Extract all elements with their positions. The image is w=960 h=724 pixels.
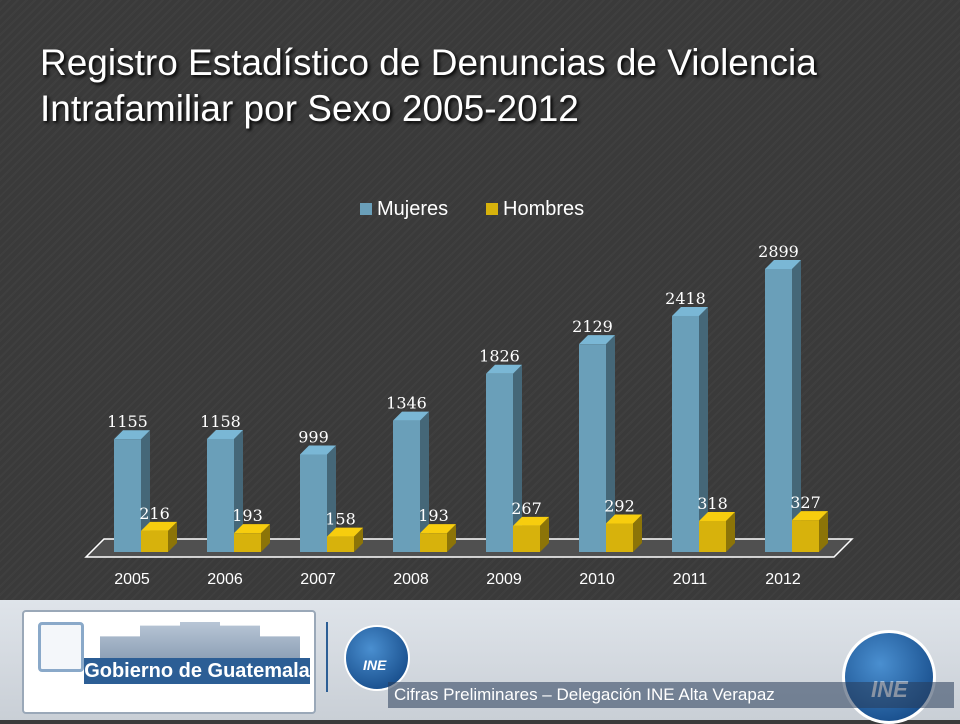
label-hombres-2012: 327 xyxy=(790,493,821,512)
bar-hombres-2009-side xyxy=(540,516,549,552)
bar-mujeres-2008-top xyxy=(393,411,429,421)
ine-small-label: INE xyxy=(363,657,387,673)
bar-hombres-2009 xyxy=(513,525,540,552)
bar-mujeres-2010-top xyxy=(579,335,615,345)
bar-mujeres-2011 xyxy=(672,315,699,552)
bar-mujeres-2012-side xyxy=(792,260,801,552)
bar-hombres-2010-side xyxy=(633,514,642,552)
label-mujeres-2006: 1158 xyxy=(200,412,241,431)
bar-hombres-2012 xyxy=(792,520,819,552)
label-mujeres-2005: 1155 xyxy=(107,412,148,431)
legend-label-mujeres: Mujeres xyxy=(377,198,448,220)
bar-hombres-2006 xyxy=(234,533,261,552)
bar-hombres-2005-top xyxy=(141,521,177,531)
label-mujeres-2011: 2418 xyxy=(665,289,706,308)
bar-mujeres-2009 xyxy=(486,373,513,552)
credit-text: Cifras Preliminares – Delegación INE Alt… xyxy=(388,682,954,708)
ine-logo-large: INE xyxy=(842,630,936,724)
bar-mujeres-2011-top xyxy=(672,306,708,316)
x-tick-2006: 2006 xyxy=(207,571,243,588)
legend-label-hombres: Hombres xyxy=(503,198,584,220)
bar-hombres-2010 xyxy=(606,523,633,552)
x-tick-2009: 2009 xyxy=(486,571,522,588)
bar-hombres-2007 xyxy=(327,536,354,552)
label-hombres-2006: 193 xyxy=(232,506,263,525)
x-tick-2010: 2010 xyxy=(579,571,615,588)
chart-floor xyxy=(84,538,854,558)
bar-mujeres-2007 xyxy=(300,454,327,552)
bar-hombres-2011-side xyxy=(726,511,735,552)
x-tick-2011: 2011 xyxy=(673,571,708,588)
bar-hombres-2012-side xyxy=(819,511,828,552)
bar-hombres-2008-top xyxy=(420,524,456,534)
bar-hombres-2011 xyxy=(699,520,726,552)
bar-mujeres-2006 xyxy=(207,438,234,552)
bar-mujeres-2007-top xyxy=(300,445,336,455)
coat-of-arms-icon xyxy=(38,622,84,672)
legend-swatch-mujeres xyxy=(360,203,372,215)
bar-hombres-2006-side xyxy=(261,524,270,552)
bar-mujeres-2010-side xyxy=(606,335,615,552)
x-tick-2005: 2005 xyxy=(114,571,150,588)
bar-mujeres-2009-side xyxy=(513,364,522,552)
title-line-1: Registro Estadístico de Denuncias de Vio… xyxy=(40,42,817,83)
bar-mujeres-2011-side xyxy=(699,306,708,552)
label-hombres-2011: 318 xyxy=(697,494,728,513)
x-tick-2012: 2012 xyxy=(765,571,801,588)
bar-chart: Mujeres Hombres 1155 216 2005 1158 193 2006 999 1… xyxy=(84,198,854,588)
label-hombres-2009: 267 xyxy=(511,499,542,518)
bar-mujeres-2010 xyxy=(579,344,606,552)
title-line-2: Intrafamiliar por Sexo 2005-2012 xyxy=(40,88,579,129)
bar-hombres-2007-top xyxy=(327,527,363,537)
label-mujeres-2007: 999 xyxy=(298,427,329,446)
legend-swatch-hombres xyxy=(486,203,498,215)
label-mujeres-2009: 1826 xyxy=(479,347,520,366)
bar-mujeres-2012 xyxy=(765,269,792,552)
bar-hombres-2005 xyxy=(141,530,168,552)
bar-mujeres-2006-side xyxy=(234,429,243,552)
bar-mujeres-2005-top xyxy=(114,430,150,440)
label-hombres-2010: 292 xyxy=(604,496,635,515)
bar-mujeres-2008-side xyxy=(420,411,429,552)
government-label: Gobierno de Guatemala xyxy=(84,658,310,684)
bar-hombres-2007-side xyxy=(354,527,363,552)
bar-hombres-2011-top xyxy=(699,511,735,521)
label-hombres-2007: 158 xyxy=(325,510,356,529)
bar-hombres-2005-side xyxy=(168,521,177,552)
label-hombres-2005: 216 xyxy=(139,504,170,523)
bar-hombres-2006-top xyxy=(234,524,270,534)
x-tick-2007: 2007 xyxy=(300,571,336,588)
ine-logo-small: INE xyxy=(344,625,410,691)
bar-hombres-2008 xyxy=(420,533,447,552)
label-hombres-2008: 193 xyxy=(418,506,449,525)
bar-hombres-2009-top xyxy=(513,516,549,526)
bar-hombres-2010-top xyxy=(606,514,642,524)
bar-hombres-2008-side xyxy=(447,524,456,552)
slide-title: Registro Estadístico de Denuncias de Vio… xyxy=(40,40,920,132)
bar-mujeres-2008 xyxy=(393,420,420,552)
label-mujeres-2008: 1346 xyxy=(386,394,427,413)
x-tick-2008: 2008 xyxy=(393,571,429,588)
bar-mujeres-2006-top xyxy=(207,429,243,439)
footer-divider xyxy=(326,622,328,692)
bar-mujeres-2005-side xyxy=(141,430,150,552)
bar-mujeres-2005 xyxy=(114,439,141,552)
label-mujeres-2012: 2899 xyxy=(758,242,799,261)
label-mujeres-2010: 2129 xyxy=(572,317,613,336)
bar-mujeres-2007-side xyxy=(327,445,336,552)
bar-mujeres-2012-top xyxy=(765,260,801,269)
bar-hombres-2012-top xyxy=(792,511,828,521)
bar-mujeres-2009-top xyxy=(486,364,522,374)
